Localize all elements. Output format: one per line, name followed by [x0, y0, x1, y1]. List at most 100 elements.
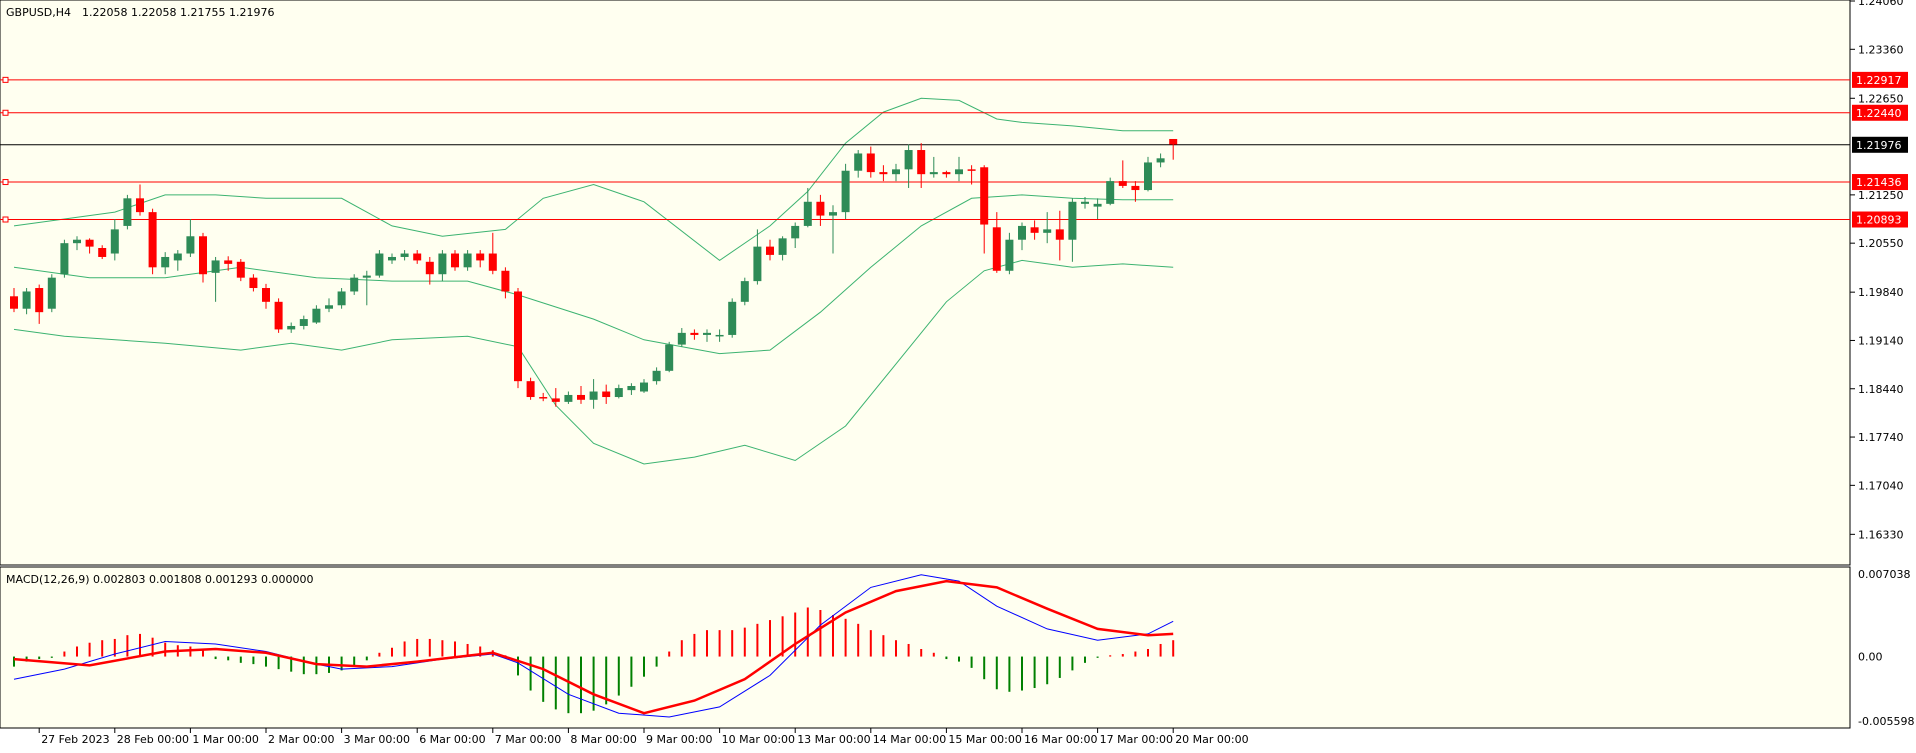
candle-body	[627, 385, 636, 391]
price-tick-label-10: 1.16330	[1858, 528, 1904, 541]
time-axis: 27 Feb 2023 28 Feb 00:00 1 Mar 00:00 2 Mar …	[38, 728, 1249, 746]
candle-body	[337, 291, 346, 306]
candle-body	[703, 332, 711, 335]
level-tag-2	[1852, 136, 1908, 153]
candle	[703, 329, 711, 342]
candle	[123, 194, 132, 230]
candle-body	[400, 253, 409, 257]
time-tick-label-6: 7 Mar 00:00	[495, 733, 561, 746]
candle	[10, 288, 18, 313]
level-tag-label-0: 1.22917	[1856, 74, 1902, 87]
candle-body	[992, 227, 1001, 271]
candle	[514, 288, 522, 389]
candle	[526, 377, 535, 400]
time-tick-label-0: 27 Feb 2023	[41, 733, 109, 746]
candle-body	[1055, 229, 1064, 240]
candle	[173, 250, 182, 271]
price-tick-label-4: 1.20550	[1858, 237, 1904, 250]
price-tick-label-5: 1.19840	[1858, 286, 1904, 299]
candle	[438, 250, 447, 282]
candle-body	[866, 153, 875, 173]
candle-body	[778, 238, 787, 255]
candle	[866, 146, 875, 178]
candle-body	[98, 248, 107, 257]
level-tag-3	[1852, 174, 1908, 191]
candle-body	[1131, 185, 1140, 191]
candle-body	[476, 253, 485, 261]
candle-body	[463, 253, 472, 268]
candle	[148, 208, 157, 275]
candle	[224, 256, 233, 271]
candle	[236, 259, 245, 282]
level-tag-0	[1852, 71, 1908, 88]
candle	[753, 229, 762, 285]
macd-indicator	[13, 574, 1175, 718]
candle-body	[236, 261, 245, 278]
candle-body	[514, 291, 522, 382]
candle-body	[413, 253, 422, 261]
candle	[715, 329, 724, 342]
horizontal-levels	[0, 76, 1850, 223]
candle	[350, 274, 359, 295]
ohlc-label: 1.22058 1.22058 1.21755 1.21976	[82, 6, 274, 19]
candle	[1005, 232, 1014, 275]
candle-body	[942, 172, 951, 175]
level-tag-label-4: 1.20893	[1856, 214, 1902, 227]
candle	[1043, 212, 1052, 244]
candle-body	[262, 288, 270, 302]
time-tick-label-9: 10 Mar 00:00	[722, 733, 795, 746]
candle-body	[488, 253, 497, 271]
candle	[501, 267, 510, 299]
candle-body	[362, 275, 371, 278]
candle-body	[677, 332, 686, 345]
candle	[1106, 177, 1115, 206]
candle-body	[589, 391, 598, 400]
candle-body	[577, 394, 585, 400]
candle	[942, 170, 951, 178]
time-tick-label-10: 13 Mar 00:00	[797, 733, 870, 746]
candle-body	[980, 167, 989, 225]
candle-body	[551, 398, 560, 402]
candle	[1030, 220, 1039, 240]
candle-body	[1005, 239, 1014, 271]
candle	[614, 384, 623, 399]
candle	[73, 236, 81, 251]
candle	[892, 163, 900, 182]
time-tick-label-3: 2 Mar 00:00	[268, 733, 334, 746]
candle-body	[929, 172, 938, 175]
candle	[35, 284, 44, 324]
candle-body	[892, 169, 900, 175]
candle-body	[375, 253, 384, 276]
level-anchor-3	[2, 179, 9, 186]
candlesticks	[10, 138, 1178, 409]
band-middle-line	[13, 194, 1174, 355]
candle-body	[829, 212, 837, 216]
time-tick-label-7: 8 Mar 00:00	[570, 733, 636, 746]
candle	[841, 163, 850, 220]
candle	[60, 239, 69, 278]
candle	[1055, 210, 1064, 261]
level-anchor-1	[2, 109, 9, 116]
main-panel-bg	[0, 0, 1851, 566]
candle-body	[425, 261, 434, 275]
candle	[879, 165, 888, 182]
level-anchor-4	[2, 216, 9, 223]
candle	[488, 232, 497, 275]
time-tick-label-2: 1 Mar 00:00	[192, 733, 258, 746]
candle-body	[539, 397, 548, 399]
candle-body	[274, 301, 283, 330]
level-tag-label-1: 1.22440	[1856, 107, 1902, 120]
candle-body	[501, 270, 510, 292]
candle-body	[690, 332, 699, 335]
candle-body	[728, 301, 737, 335]
candle-body	[791, 225, 800, 239]
price-tick-label-7: 1.18440	[1858, 383, 1904, 396]
candle	[1081, 196, 1089, 209]
candle-body	[854, 153, 863, 171]
candle	[110, 219, 119, 261]
candle	[791, 222, 800, 249]
level-tag-1	[1852, 104, 1908, 121]
price-tick-label-3: 1.21250	[1858, 189, 1904, 202]
level-anchor-0	[2, 76, 9, 83]
